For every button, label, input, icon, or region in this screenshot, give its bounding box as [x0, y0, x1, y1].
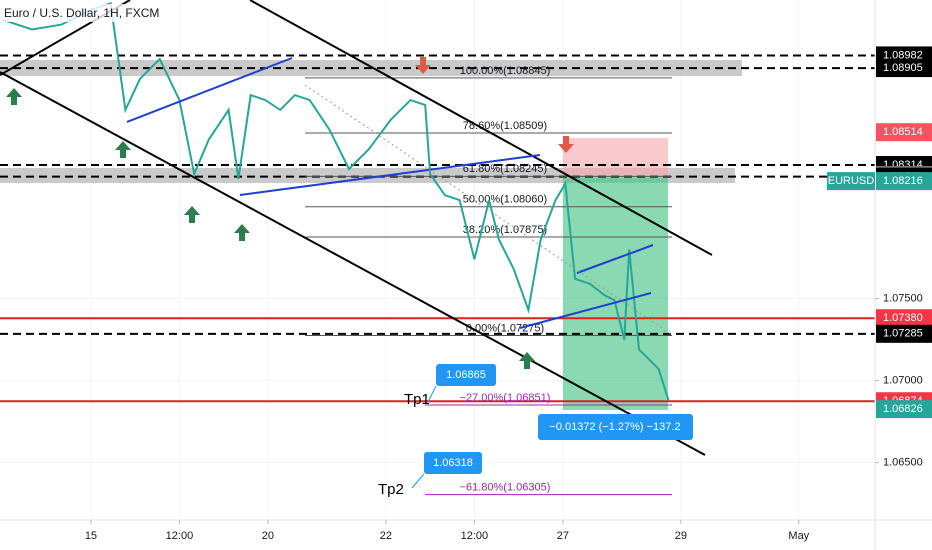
x-tick-label: 20: [262, 530, 274, 542]
fib-label: −27.00%(1.06851): [460, 392, 551, 404]
position-box: [538, 414, 693, 440]
price-label: 1.08982: [883, 49, 923, 61]
fib-label: 61.80%(1.08245): [463, 163, 547, 175]
price-label: 1.07285: [883, 328, 923, 340]
fib-trend: [304, 84, 673, 336]
fib-label: 0.00%(1.07275): [466, 322, 544, 334]
price-label-bg: [876, 123, 932, 142]
down-arrow: [415, 57, 431, 74]
up-arrow: [184, 206, 200, 223]
target-label: Tp1: [404, 391, 430, 408]
callout-price: 1.06318: [433, 457, 473, 469]
price-label: 1.08905: [883, 62, 923, 74]
up-arrow: [234, 224, 250, 241]
x-tick-label: 15: [85, 530, 97, 542]
y-tick-label: 1.07000: [883, 374, 923, 386]
price-label-bg: [876, 172, 932, 191]
axes: 1.07500 1.07000 1.06500 15 12:00 20 22 12:00 27 2…: [85, 46, 932, 542]
price-label: 1.08216: [883, 175, 923, 187]
fib-label: 50.00%(1.08060): [463, 194, 547, 206]
x-tick-label: 29: [675, 530, 687, 542]
trend-line: [239, 154, 541, 196]
up-arrows: [6, 88, 535, 369]
down-arrow: [558, 136, 574, 153]
fib-label: 78.60%(1.08509): [463, 120, 547, 132]
y-tick-label: 1.06500: [883, 456, 923, 468]
fib-label: 38.20%(1.07875): [463, 224, 547, 236]
fib-label: 100.00%(1.08845): [460, 65, 551, 77]
trend-line: [519, 292, 652, 329]
price-label-bg: [876, 309, 932, 328]
x-tick-label: 22: [380, 530, 392, 542]
callout-price: 1.06865: [446, 369, 486, 381]
trend-line: [576, 244, 654, 274]
price-line: [2, 1, 670, 401]
channel-line: [0, 71, 706, 456]
price-label: 1.06826: [883, 403, 923, 415]
fib-levels: 100.00%(1.08845) 78.60%(1.08509) 61.80%(1.…: [305, 65, 672, 496]
callout-box: [436, 364, 496, 386]
price-label-bg: [876, 400, 932, 419]
symbol-tag: EURUSD: [828, 175, 875, 187]
chart-title: Euro / U.S. Dollar, 1H, FXCM: [4, 6, 159, 20]
y-tick-label: 1.07500: [883, 292, 923, 304]
x-tick-label: May: [788, 530, 809, 542]
up-arrow: [115, 141, 131, 158]
target-label: Tp2: [378, 481, 404, 498]
x-tick-label: 12:00: [166, 530, 194, 542]
callout-pointer: [411, 473, 425, 489]
x-tick-label: 12:00: [461, 530, 489, 542]
levels: [0, 54, 875, 403]
fib-label: −61.80%(1.06305): [460, 481, 551, 493]
channel-line: [249, 0, 713, 256]
price-label-bg: [876, 59, 932, 78]
target-zone: [563, 178, 668, 410]
callout-pointer: [427, 385, 437, 403]
stop-zone: [563, 138, 668, 178]
trend-line: [126, 57, 293, 123]
symbol-tag-bg: [827, 172, 875, 191]
callout-box: [424, 452, 482, 474]
up-arrow: [519, 352, 535, 369]
position-label: −0.01372 (−1.27%) −137.2: [549, 421, 680, 433]
title-bg: [0, 4, 172, 22]
up-arrow: [6, 88, 22, 105]
x-tick-label: 27: [557, 530, 569, 542]
price-label: 1.08514: [883, 126, 923, 138]
price-label-bg: [876, 324, 932, 343]
trend-lines: [126, 57, 654, 329]
price-label: 1.07380: [883, 312, 923, 324]
down-arrows: [415, 57, 574, 153]
series: [2, 1, 670, 401]
